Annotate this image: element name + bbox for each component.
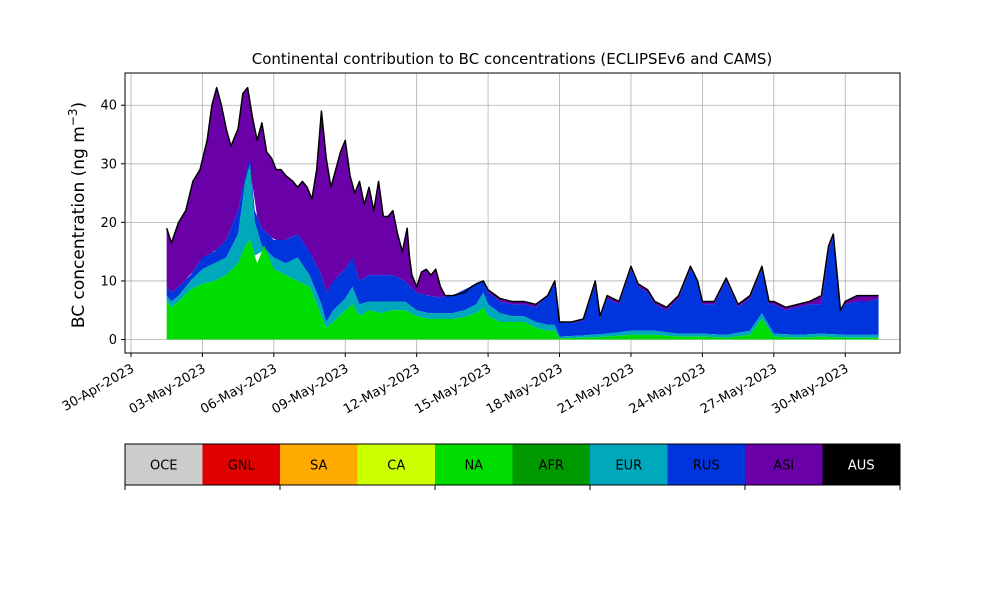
y-tick-label: 30 [100, 157, 117, 172]
y-tick-label: 0 [109, 333, 117, 348]
plot-frame [124, 72, 901, 354]
area-rus [166, 157, 879, 337]
x-tick-label: 30-Apr-2023 [60, 361, 137, 414]
legend-swatch-na [435, 444, 513, 485]
x-tick-label: 30-May-2023 [770, 361, 852, 417]
y-tick-label: 10 [100, 274, 117, 289]
legend-swatch-rus [667, 444, 745, 485]
legend-label-gnl: GNL [228, 459, 256, 474]
area-series [165, 86, 879, 340]
x-tick-label: 06-May-2023 [198, 361, 280, 417]
y-axis-label-close: ) [69, 102, 89, 109]
x-tick-label: 24-May-2023 [627, 361, 709, 417]
y-axis-label: BC concentration (ng m−3) [66, 102, 89, 328]
x-tick-label: 27-May-2023 [698, 361, 780, 417]
chart-title: Continental contribution to BC concentra… [252, 50, 773, 68]
area-asi [166, 87, 879, 324]
legend-swatch-sa [280, 444, 358, 485]
total-outline [165, 86, 879, 323]
x-tick-label: 03-May-2023 [127, 361, 209, 417]
legend-label-ca: CA [387, 459, 405, 474]
legend-swatch-gnl [202, 444, 280, 485]
y-tick-label: 20 [100, 216, 117, 231]
legend-label-rus: RUS [693, 459, 720, 474]
legend-label-eur: EUR [615, 459, 642, 474]
legend-swatch-afr [512, 444, 590, 485]
legend-label-sa: SA [310, 459, 327, 474]
legend-swatch-ca [357, 444, 435, 485]
y-axis-label-exponent: −3 [66, 108, 80, 126]
legend-label-asi: ASI [773, 459, 794, 474]
legend-swatch-aus [822, 444, 900, 485]
x-tick-label: 12-May-2023 [341, 361, 423, 417]
legend-frame [124, 443, 901, 486]
legend-label-oce: OCE [150, 459, 178, 474]
legend-label-afr: AFR [539, 459, 564, 474]
x-tick-label: 21-May-2023 [555, 361, 637, 417]
area-na [166, 239, 879, 340]
legend-label-na: NA [464, 459, 483, 474]
legend: OCE GNL SA CA NA AFR EUR RUS ASI AUS [124, 443, 901, 490]
legend-swatch-eur [590, 444, 668, 485]
x-tick-label: 15-May-2023 [412, 361, 494, 417]
legend-label-aus: AUS [848, 459, 875, 474]
x-tick-label: 18-May-2023 [484, 361, 566, 417]
legend-swatch-asi [745, 444, 823, 485]
y-axis-label-main: BC concentration (ng m [69, 126, 89, 328]
legend-swatch-oce [125, 444, 203, 485]
y-tick-label: 40 [100, 99, 117, 114]
x-tick-label: 09-May-2023 [270, 361, 352, 417]
